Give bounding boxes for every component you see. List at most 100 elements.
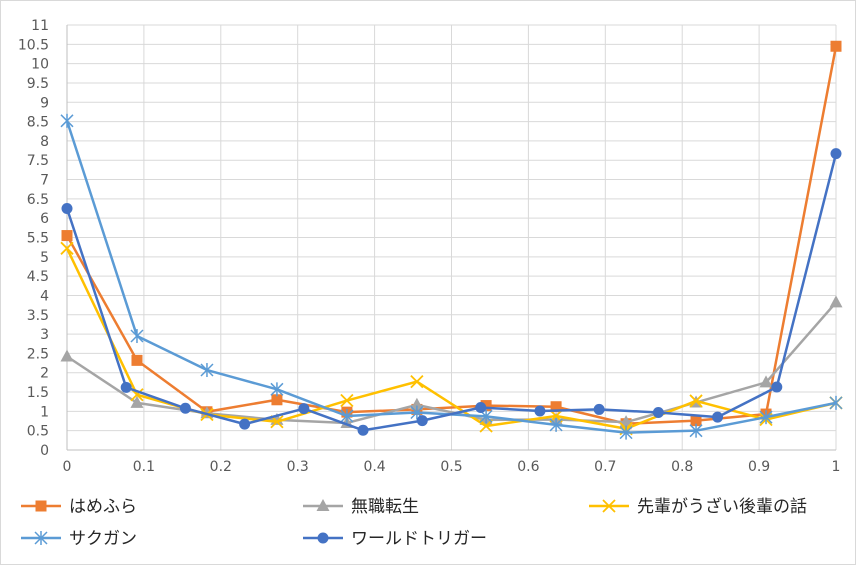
- series-line: [65, 46, 838, 425]
- data-point: [130, 395, 144, 408]
- data-point: [549, 417, 563, 432]
- legend-item: ワールドトリガー: [303, 529, 487, 549]
- data-point: [593, 403, 605, 415]
- data-point: [60, 349, 74, 362]
- data-point: [410, 397, 424, 410]
- data-point: [830, 148, 842, 160]
- legend-label: はめふら: [69, 497, 137, 517]
- y-tick-label: 2.5: [27, 346, 49, 362]
- data-point: [61, 230, 73, 242]
- y-tick-label: 8: [40, 134, 49, 150]
- y-tick-label: 1.5: [27, 385, 49, 401]
- data-point: [340, 409, 354, 423]
- legend-label: サクガン: [69, 529, 137, 549]
- data-point: [271, 394, 283, 406]
- y-axis-tick-labels: 0 0.5 1 1.5 2 2.5 3 3.5 4 4.5 5 5.5 6 6.5 7 7.5 8 8.5 9 9.5…: [18, 18, 49, 459]
- data-point: [410, 374, 424, 389]
- y-tick-label: 4: [40, 288, 49, 304]
- data-point: [690, 415, 702, 427]
- data-point: [759, 375, 773, 388]
- y-tick-label: 10: [31, 57, 49, 73]
- legend-marker: [316, 499, 330, 511]
- y-tick-label: 8.5: [27, 115, 49, 131]
- y-tick-label: 7.5: [27, 153, 49, 169]
- x-tick-label: 0.9: [748, 459, 770, 475]
- y-tick-label: 0.5: [27, 424, 49, 440]
- data-point: [340, 393, 354, 408]
- y-tick-label: 9: [40, 95, 49, 111]
- data-point: [200, 363, 214, 378]
- x-tick-label: 0.1: [133, 459, 155, 475]
- data-point: [771, 381, 783, 393]
- data-point: [689, 423, 703, 438]
- data-point: [830, 40, 842, 52]
- data-point: [239, 418, 251, 430]
- data-point: [829, 295, 843, 308]
- data-point: [61, 203, 73, 215]
- legend-marker: [35, 500, 47, 512]
- x-tick-label: 0.2: [210, 459, 232, 475]
- data-point: [479, 419, 493, 433]
- data-point: [270, 382, 284, 397]
- x-tick-label: 0.5: [440, 459, 462, 475]
- y-tick-label: 3.5: [27, 308, 49, 324]
- series-5: [61, 148, 842, 436]
- y-tick-label: 2: [40, 366, 49, 382]
- data-point: [357, 424, 369, 436]
- data-point: [550, 401, 562, 413]
- x-tick-label: 0.7: [594, 459, 616, 475]
- data-point: [759, 410, 773, 425]
- x-tick-label: 0.8: [671, 459, 693, 475]
- y-tick-label: 5.5: [27, 231, 49, 247]
- legend-item: はめふら: [21, 497, 137, 517]
- y-tick-label: 9.5: [27, 76, 49, 92]
- x-tick-label: 0.4: [363, 459, 385, 475]
- gridlines: [66, 24, 837, 450]
- x-tick-label: 0.6: [517, 459, 539, 475]
- data-point: [480, 400, 492, 412]
- y-tick-label: 0: [40, 443, 49, 459]
- data-point: [475, 402, 487, 413]
- legend-item: 先輩がうざい後輩の話: [589, 496, 807, 517]
- data-point: [60, 241, 74, 255]
- x-tick-label: 0.3: [287, 459, 309, 475]
- y-tick-label: 3: [40, 327, 49, 343]
- data-point: [120, 381, 132, 393]
- data-point: [829, 395, 843, 410]
- y-tick-label: 6.5: [27, 192, 49, 208]
- data-point: [689, 394, 703, 408]
- data-point: [298, 403, 310, 415]
- y-tick-label: 6: [40, 211, 49, 227]
- y-tick-label: 5: [40, 250, 49, 266]
- x-tick-label: 1: [832, 459, 841, 475]
- legend-item: 無職転生: [303, 497, 419, 517]
- x-axis-tick-labels: 0 0.1 0.2 0.3 0.4 0.5 0.6 0.7 0.8 0.9 1: [63, 459, 841, 475]
- y-tick-label: 11: [31, 18, 49, 34]
- legend-label: 先輩がうざい後輩の話: [637, 496, 807, 517]
- y-tick-label: 10.5: [18, 37, 49, 53]
- data-point: [712, 411, 724, 423]
- data-point: [416, 415, 428, 427]
- data-point: [619, 415, 633, 428]
- legend-item: サクガン: [21, 529, 137, 549]
- data-point: [179, 402, 191, 414]
- y-tick-label: 1: [40, 404, 49, 420]
- y-tick-label: 7: [40, 173, 49, 189]
- series-group: [60, 40, 843, 440]
- legend-label: 無職転生: [351, 497, 419, 517]
- data-point: [619, 425, 633, 440]
- data-point: [130, 329, 144, 344]
- data-point: [652, 407, 664, 419]
- y-tick-label: 4.5: [27, 269, 49, 285]
- x-tick-label: 0: [63, 459, 72, 475]
- legend-label: ワールドトリガー: [351, 529, 487, 549]
- data-point: [131, 354, 143, 366]
- data-point: [534, 405, 546, 417]
- legend-marker: [34, 531, 48, 545]
- legend-marker: [602, 499, 616, 513]
- series-line: [65, 153, 838, 432]
- legend-marker: [317, 532, 329, 544]
